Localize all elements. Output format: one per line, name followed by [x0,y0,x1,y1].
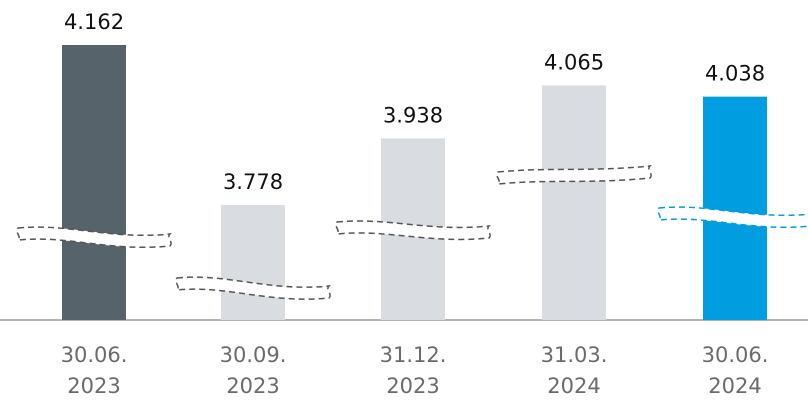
value-label: 4.038 [705,62,765,86]
bar [221,205,285,320]
bar [542,85,606,321]
axis-break [174,276,332,300]
bar [703,96,767,321]
x-tick-label: 30.06. 2023 [60,343,128,398]
value-label: 3.778 [223,170,283,194]
value-label: 4.162 [64,10,124,34]
x-tick-label: 30.06. 2024 [701,343,769,398]
axis-break [15,226,173,249]
x-tick-label: 31.12. 2023 [379,343,447,398]
value-label: 3.938 [383,103,443,127]
value-label: 4.065 [544,50,604,74]
axis-break [334,220,492,241]
x-tick-label: 31.03. 2024 [540,343,608,398]
x-tick-label: 30.09. 2023 [219,343,287,398]
bar [62,45,126,320]
axis-break [495,165,653,185]
axis-break [656,206,808,229]
